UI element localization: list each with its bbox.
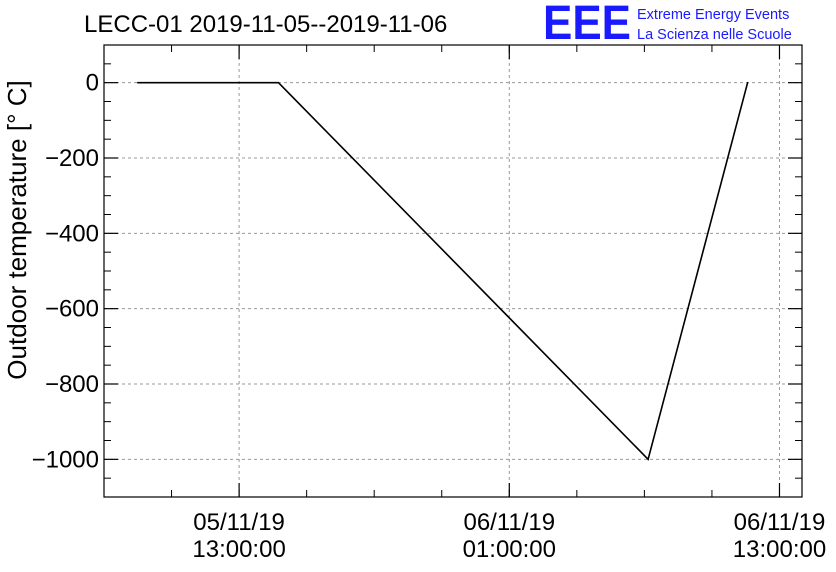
y-tick-label: −800 [45,371,99,398]
y-tick-label: −600 [45,296,99,323]
data-point [746,81,749,84]
x-tick-label-date: 06/11/19 [734,509,826,536]
y-tick-label: −200 [45,145,99,172]
x-tick-label-time: 01:00:00 [463,536,556,563]
eee-logo: EEE Extreme Energy Events La Scienza nel… [543,0,792,50]
y-tick-label: −400 [45,220,99,247]
x-tick-label-date: 05/11/19 [193,509,285,536]
series-line [137,81,749,461]
logo-line-1: Extreme Energy Events [637,7,789,23]
data-point [647,458,649,461]
logo-line-2: La Scienza nelle Scuole [637,27,792,43]
chart-title: LECC-01 2019-11-05--2019-11-06 [84,11,447,38]
logo-mark: EEE [543,0,631,50]
y-tick-label: 0 [86,70,99,97]
x-tick-label-time: 13:00:00 [733,536,826,563]
plot-area: 0−200−400−600−800−100005/11/1913:00:0006… [32,44,826,563]
x-tick-label-time: 13:00:00 [192,536,285,563]
x-tick-label-date: 06/11/19 [463,509,555,536]
data-point [136,81,139,84]
y-axis-label: Outdoor temperature [° C] [2,80,32,379]
data-point [277,81,280,84]
y-tick-label: −1000 [32,446,99,473]
